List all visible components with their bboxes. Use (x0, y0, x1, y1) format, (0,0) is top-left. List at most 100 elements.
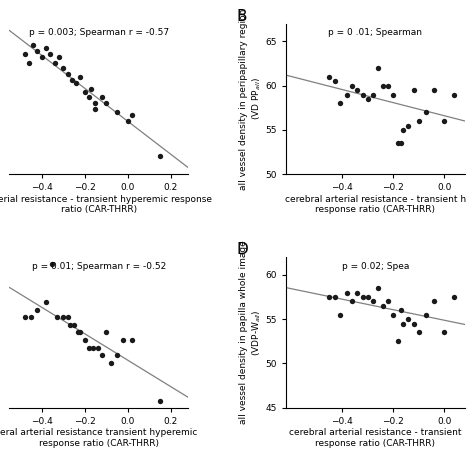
Point (102, 328, 110, 336)
Point (46, 50, 54, 57)
Point (422, 311, 430, 319)
Point (331, 77, 338, 85)
Point (74, 328, 82, 336)
Point (55, 53, 63, 61)
Point (25, 59, 33, 66)
Point (326, 293, 333, 301)
Point (348, 82, 356, 90)
Point (59, 313, 67, 321)
Point (348, 298, 356, 305)
Point (34, 47, 41, 55)
Point (359, 91, 366, 98)
Point (369, 298, 376, 305)
Point (400, 126, 407, 134)
Point (331, 293, 338, 301)
X-axis label: cerebral arterial resistance - transient
response ratio (CAR-THRR): cerebral arterial resistance - transient… (289, 428, 462, 448)
X-axis label: arterial resistance - transient hyperemic response
ratio (CAR-THRR): arterial resistance - transient hyperemi… (0, 195, 212, 214)
Point (53, 313, 61, 321)
Point (64, 313, 71, 321)
Point (354, 289, 361, 296)
Point (344, 91, 351, 98)
Point (410, 319, 417, 327)
Point (59, 64, 67, 72)
Point (94, 344, 101, 351)
Point (397, 306, 405, 314)
Point (415, 118, 422, 125)
Point (87, 85, 95, 92)
Point (369, 91, 376, 98)
Point (359, 293, 366, 301)
Point (42, 298, 50, 306)
Text: p = 0.01; Spearman r = -0.52: p = 0.01; Spearman r = -0.52 (32, 262, 166, 271)
Point (90, 344, 97, 351)
Point (400, 319, 407, 327)
Point (379, 302, 387, 310)
Point (113, 108, 121, 116)
Point (49, 260, 56, 268)
Point (384, 298, 392, 305)
Point (430, 86, 438, 94)
Point (440, 328, 448, 336)
Point (394, 337, 402, 345)
Y-axis label: all vessel density in peripapillary region
(VD PP$_{all}$): all vessel density in peripapillary regi… (239, 8, 263, 190)
Point (34, 306, 41, 313)
Point (156, 397, 164, 405)
Text: p = 0 .01; Spearman: p = 0 .01; Spearman (328, 28, 422, 37)
Point (81, 336, 89, 344)
Point (397, 139, 405, 147)
Point (42, 44, 50, 52)
Text: B: B (236, 9, 246, 24)
Point (384, 82, 392, 90)
Point (64, 70, 71, 78)
Point (113, 351, 121, 359)
Point (21, 313, 28, 321)
Point (405, 122, 412, 129)
Point (98, 94, 106, 101)
Point (389, 91, 397, 98)
Point (422, 109, 430, 116)
Point (51, 59, 58, 66)
Point (430, 298, 438, 305)
Point (38, 53, 46, 61)
Point (81, 88, 89, 95)
Point (440, 118, 448, 125)
Text: p = 0.003; Spearman r = -0.57: p = 0.003; Spearman r = -0.57 (28, 28, 169, 37)
Point (98, 351, 106, 359)
Point (389, 311, 397, 319)
Point (77, 73, 84, 81)
Point (450, 293, 458, 301)
Point (85, 94, 93, 101)
Point (364, 293, 372, 301)
Point (415, 328, 422, 336)
Point (354, 86, 361, 94)
Point (68, 76, 76, 84)
Y-axis label: all vessel density in papilla whole image
(VDP-W$_{all}$): all vessel density in papilla whole imag… (239, 240, 263, 424)
Point (85, 344, 93, 351)
Point (156, 152, 164, 159)
Point (336, 311, 343, 319)
X-axis label: eral arterial resistance transient hyperemic
response ratio (CAR-THRR): eral arterial resistance transient hyper… (0, 428, 197, 448)
Point (91, 100, 99, 107)
Point (70, 321, 78, 328)
Point (394, 139, 402, 147)
Point (77, 328, 84, 336)
Point (128, 336, 136, 344)
Point (119, 336, 127, 344)
Point (374, 284, 382, 292)
Point (124, 117, 131, 125)
Point (450, 91, 458, 98)
Point (364, 95, 372, 103)
Point (66, 321, 73, 328)
Point (405, 315, 412, 323)
X-axis label: cerebral arterial resistance - transient h
response ratio (CAR-THRR): cerebral arterial resistance - transient… (285, 195, 466, 214)
Point (73, 79, 80, 87)
Point (344, 289, 351, 296)
Point (29, 41, 37, 49)
Point (128, 111, 136, 118)
Point (410, 86, 417, 94)
Point (379, 82, 387, 90)
Point (27, 313, 35, 321)
Point (336, 100, 343, 107)
Point (374, 64, 382, 72)
Point (326, 73, 333, 81)
